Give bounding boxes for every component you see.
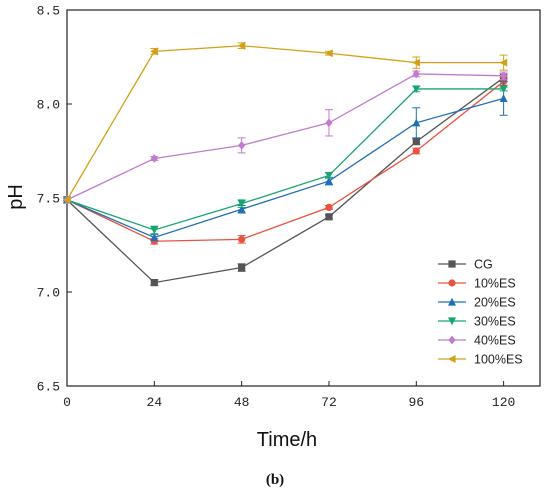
data-point bbox=[237, 205, 246, 213]
x-tick-label: 120 bbox=[492, 395, 515, 410]
data-point bbox=[499, 94, 508, 102]
data-point bbox=[412, 85, 421, 94]
series-30%ES bbox=[63, 85, 508, 235]
series-line bbox=[66, 97, 504, 239]
data-point bbox=[150, 154, 158, 163]
series-line bbox=[66, 77, 504, 284]
legend-marker bbox=[448, 335, 456, 345]
legend-marker bbox=[448, 279, 456, 287]
data-point bbox=[237, 41, 246, 50]
legend-item: 20%ES bbox=[438, 296, 516, 310]
data-point bbox=[325, 203, 333, 211]
series-20%ES bbox=[63, 80, 508, 242]
data-point bbox=[150, 47, 158, 56]
x-tick-label: 24 bbox=[147, 395, 163, 410]
legend-marker bbox=[448, 297, 456, 306]
legend-item: CG bbox=[438, 258, 493, 272]
data-point bbox=[499, 85, 508, 94]
legend-label: CG bbox=[474, 258, 493, 272]
data-point bbox=[150, 279, 158, 287]
x-tick-label: 72 bbox=[321, 395, 337, 410]
legend-label: 20%ES bbox=[474, 296, 516, 310]
data-point bbox=[412, 58, 420, 67]
y-tick-label: 8.0 bbox=[37, 98, 60, 113]
plot-frame bbox=[66, 9, 541, 387]
legend-marker bbox=[448, 260, 456, 268]
legend-marker bbox=[447, 355, 456, 363]
data-point bbox=[62, 195, 71, 204]
x-tick-label: 48 bbox=[234, 395, 250, 410]
legend-label: 100%ES bbox=[474, 353, 523, 367]
plot-border bbox=[66, 9, 541, 387]
y-axis-title: pH bbox=[5, 184, 27, 210]
data-point bbox=[500, 71, 508, 81]
data-point bbox=[324, 49, 333, 58]
data-point bbox=[324, 171, 333, 180]
data-point bbox=[238, 263, 246, 272]
series-line bbox=[66, 45, 504, 201]
series-CG bbox=[63, 73, 508, 287]
series-40%ES bbox=[63, 69, 508, 205]
legend-label: 40%ES bbox=[474, 334, 516, 348]
series-line bbox=[66, 73, 504, 201]
legend-item: 40%ES bbox=[438, 334, 516, 348]
legend-item: 30%ES bbox=[438, 315, 516, 329]
series-10%ES bbox=[63, 77, 508, 245]
data-point bbox=[237, 200, 246, 208]
y-tick-label: 7.5 bbox=[37, 192, 60, 207]
y-tick-label: 7.0 bbox=[37, 286, 60, 301]
data-point bbox=[412, 118, 421, 127]
y-tick-label: 6.5 bbox=[37, 380, 60, 395]
data-point bbox=[150, 226, 159, 235]
data-point bbox=[238, 235, 246, 243]
legend-item: 100%ES bbox=[438, 353, 523, 367]
data-point bbox=[325, 213, 333, 221]
y-tick-label: 8.5 bbox=[37, 4, 60, 19]
series-line bbox=[66, 80, 505, 242]
series-100%ES bbox=[62, 41, 508, 204]
data-point bbox=[325, 118, 333, 128]
x-tick-label: 0 bbox=[63, 395, 71, 410]
legend-item: 10%ES bbox=[438, 277, 516, 291]
data-point bbox=[412, 138, 420, 146]
series-layer bbox=[62, 41, 508, 287]
x-axis-title: Time/h bbox=[257, 429, 317, 451]
axis-ticks: 0 24 48 72 96 120 6.5 7.0 7.5 8.0 8.5 bbox=[37, 4, 516, 411]
legend-label: 10%ES bbox=[474, 277, 516, 291]
series-line bbox=[66, 88, 504, 231]
legend-label: 30%ES bbox=[474, 315, 516, 329]
data-point bbox=[412, 147, 420, 155]
data-point bbox=[324, 176, 333, 185]
data-point bbox=[150, 233, 159, 242]
x-tick-label: 96 bbox=[408, 395, 424, 410]
data-point bbox=[412, 69, 420, 79]
figure-caption: (b) bbox=[266, 472, 284, 488]
data-point bbox=[238, 140, 246, 150]
data-point bbox=[499, 58, 508, 67]
legend-marker bbox=[448, 317, 456, 326]
legend: CG 10%ES 20%ES 30%ES 40%ES 100%ES bbox=[438, 258, 523, 367]
